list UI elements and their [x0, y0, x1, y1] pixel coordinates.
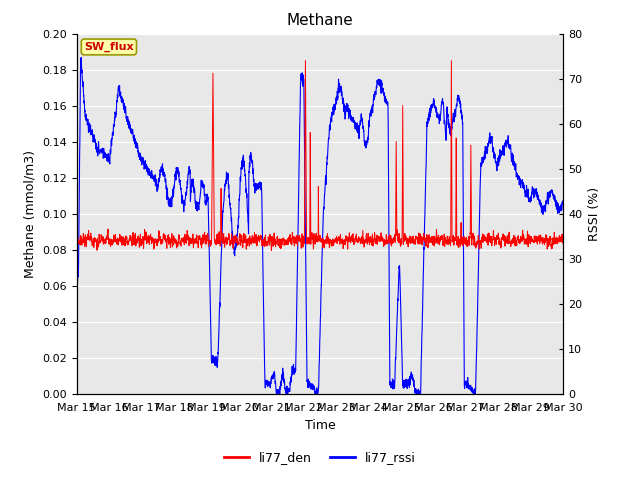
- Legend: li77_den, li77_rssi: li77_den, li77_rssi: [219, 446, 421, 469]
- X-axis label: Time: Time: [305, 419, 335, 432]
- Text: SW_flux: SW_flux: [84, 42, 134, 52]
- Y-axis label: RSSI (%): RSSI (%): [588, 187, 601, 240]
- Title: Methane: Methane: [287, 13, 353, 28]
- Y-axis label: Methane (mmol/m3): Methane (mmol/m3): [24, 150, 36, 277]
